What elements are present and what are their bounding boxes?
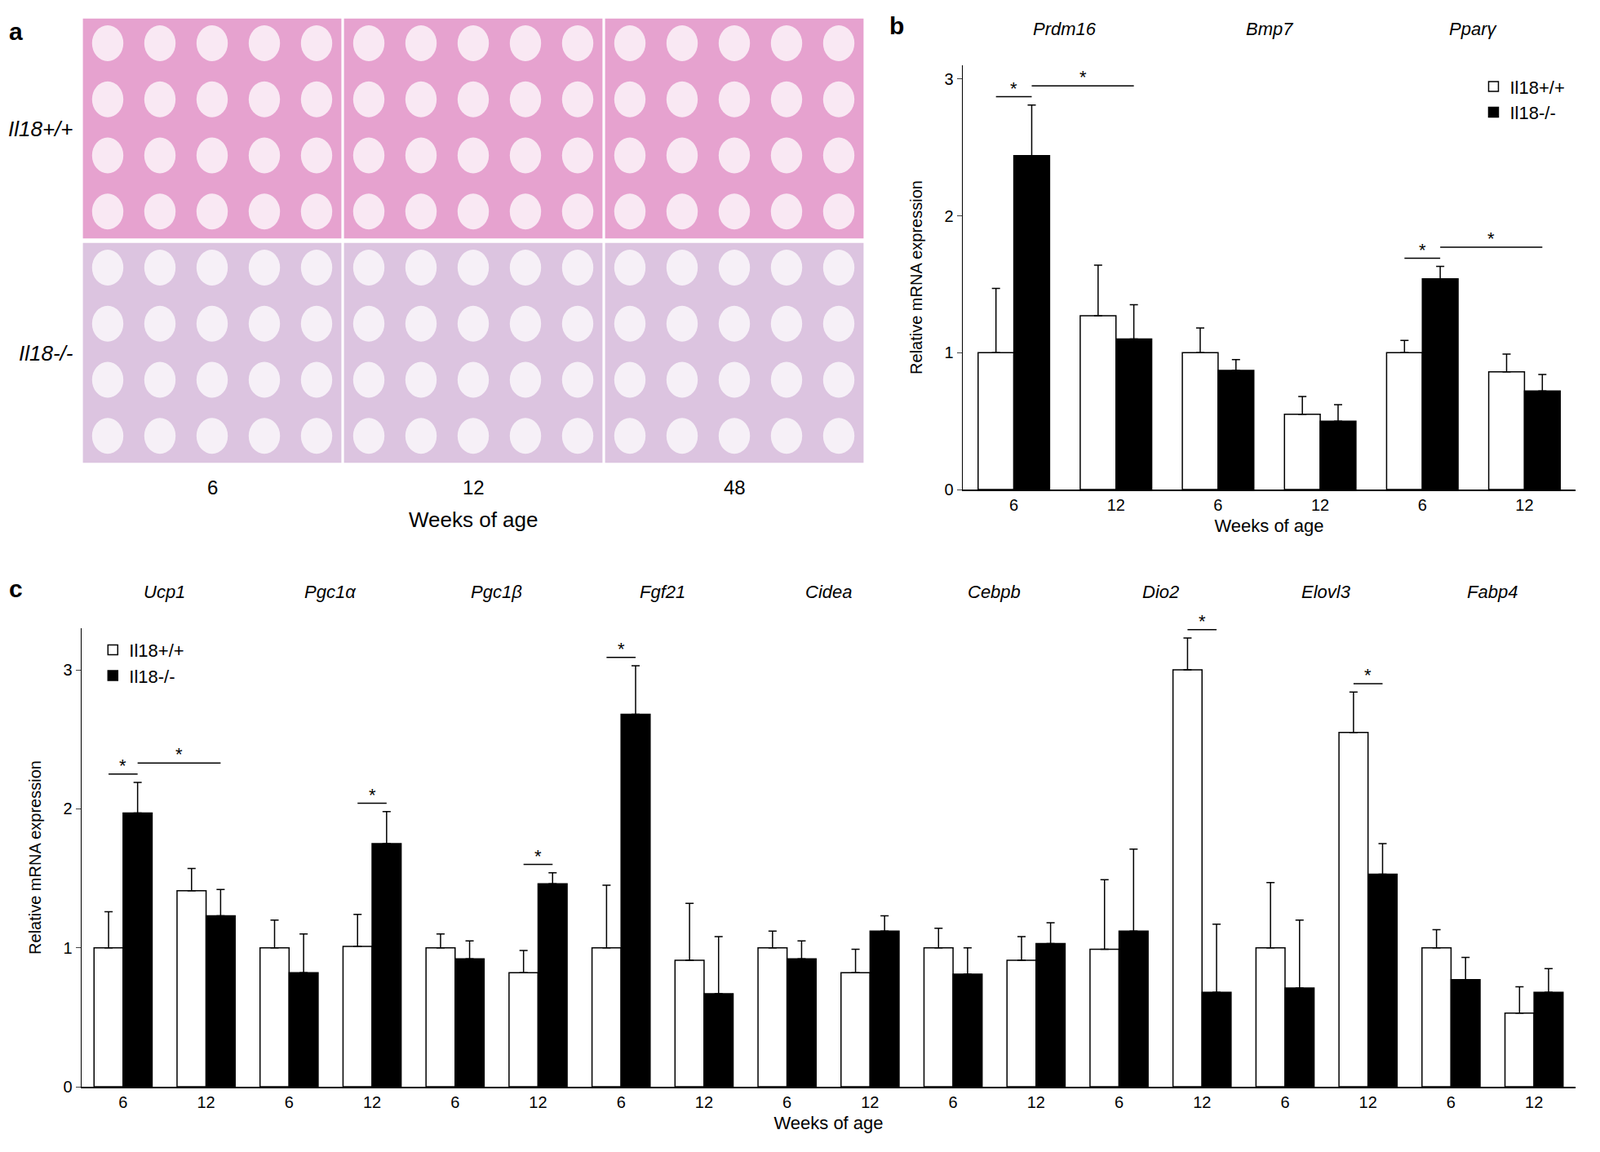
svg-text:0: 0 [944, 480, 953, 499]
svg-text:*: * [119, 755, 127, 776]
svg-text:Il18+/+: Il18+/+ [128, 640, 184, 661]
svg-text:6: 6 [782, 1093, 792, 1112]
svg-text:3: 3 [944, 70, 953, 89]
svg-text:Bmp7: Bmp7 [1245, 18, 1294, 40]
svg-text:Il18-/-: Il18-/- [1509, 102, 1556, 124]
svg-text:12: 12 [860, 1093, 879, 1112]
svg-text:12: 12 [462, 476, 485, 499]
svg-text:12: 12 [695, 1093, 714, 1112]
svg-text:Il18-/-: Il18-/- [128, 666, 175, 687]
svg-text:Pparγ: Pparγ [1449, 18, 1498, 40]
svg-text:12: 12 [1515, 496, 1534, 515]
svg-text:Relative mRNA expression: Relative mRNA expression [26, 760, 45, 955]
svg-text:6: 6 [1114, 1093, 1124, 1112]
svg-text:*: * [1079, 66, 1087, 88]
svg-text:12: 12 [363, 1093, 382, 1112]
svg-text:*: * [175, 744, 183, 765]
svg-text:Cebpb: Cebpb [967, 581, 1021, 603]
svg-text:*: * [1487, 228, 1495, 249]
svg-text:1: 1 [62, 939, 72, 958]
svg-text:6: 6 [1418, 496, 1428, 515]
svg-text:Fabp4: Fabp4 [1467, 581, 1518, 603]
svg-text:6: 6 [616, 1093, 626, 1112]
svg-text:a: a [8, 17, 23, 45]
svg-text:3: 3 [62, 660, 72, 679]
svg-text:6: 6 [450, 1093, 460, 1112]
svg-text:b: b [889, 12, 905, 40]
svg-text:6: 6 [284, 1093, 294, 1112]
svg-text:Cidea: Cidea [805, 581, 852, 603]
svg-text:Pgc1β: Pgc1β [470, 581, 523, 603]
svg-text:12: 12 [1359, 1093, 1378, 1112]
svg-text:Il18+/+: Il18+/+ [1509, 77, 1565, 98]
svg-text:12: 12 [1524, 1093, 1543, 1112]
svg-text:Pgc1α: Pgc1α [304, 581, 357, 603]
svg-text:c: c [8, 575, 23, 603]
svg-text:6: 6 [118, 1093, 128, 1112]
svg-text:12: 12 [196, 1093, 215, 1112]
svg-text:Dio2: Dio2 [1142, 581, 1179, 603]
svg-text:*: * [1418, 239, 1427, 261]
svg-text:Prdm16: Prdm16 [1032, 18, 1097, 40]
svg-text:12: 12 [1107, 496, 1126, 515]
svg-text:*: * [1364, 664, 1372, 686]
svg-text:*: * [617, 638, 625, 660]
svg-text:*: * [368, 784, 377, 806]
svg-text:48: 48 [723, 476, 746, 499]
svg-text:6: 6 [1280, 1093, 1290, 1112]
svg-text:6: 6 [1446, 1093, 1456, 1112]
svg-text:Ucp1: Ucp1 [143, 581, 186, 603]
svg-text:12: 12 [1311, 496, 1330, 515]
svg-text:12: 12 [1027, 1093, 1046, 1112]
svg-text:12: 12 [1192, 1093, 1211, 1112]
svg-text:2: 2 [62, 799, 72, 818]
svg-text:*: * [1198, 611, 1206, 632]
svg-text:1: 1 [944, 343, 953, 362]
svg-text:*: * [1010, 78, 1018, 99]
svg-text:6: 6 [948, 1093, 958, 1112]
svg-text:6: 6 [1009, 496, 1019, 515]
svg-text:Weeks of age: Weeks of age [773, 1112, 883, 1134]
svg-text:Il18-/-: Il18-/- [18, 341, 74, 366]
svg-text:Elovl3: Elovl3 [1301, 581, 1352, 603]
svg-text:6: 6 [207, 476, 218, 499]
svg-text:*: * [534, 846, 542, 867]
svg-text:6: 6 [1213, 496, 1223, 515]
svg-text:Relative mRNA expression: Relative mRNA expression [907, 180, 926, 375]
svg-text:2: 2 [944, 207, 953, 226]
svg-text:Il18+/+: Il18+/+ [8, 116, 74, 142]
svg-text:Fgf21: Fgf21 [639, 581, 686, 603]
svg-text:Weeks of age: Weeks of age [1214, 515, 1324, 537]
svg-text:0: 0 [62, 1077, 72, 1096]
svg-text:12: 12 [528, 1093, 547, 1112]
svg-text:Weeks of age: Weeks of age [408, 507, 539, 532]
